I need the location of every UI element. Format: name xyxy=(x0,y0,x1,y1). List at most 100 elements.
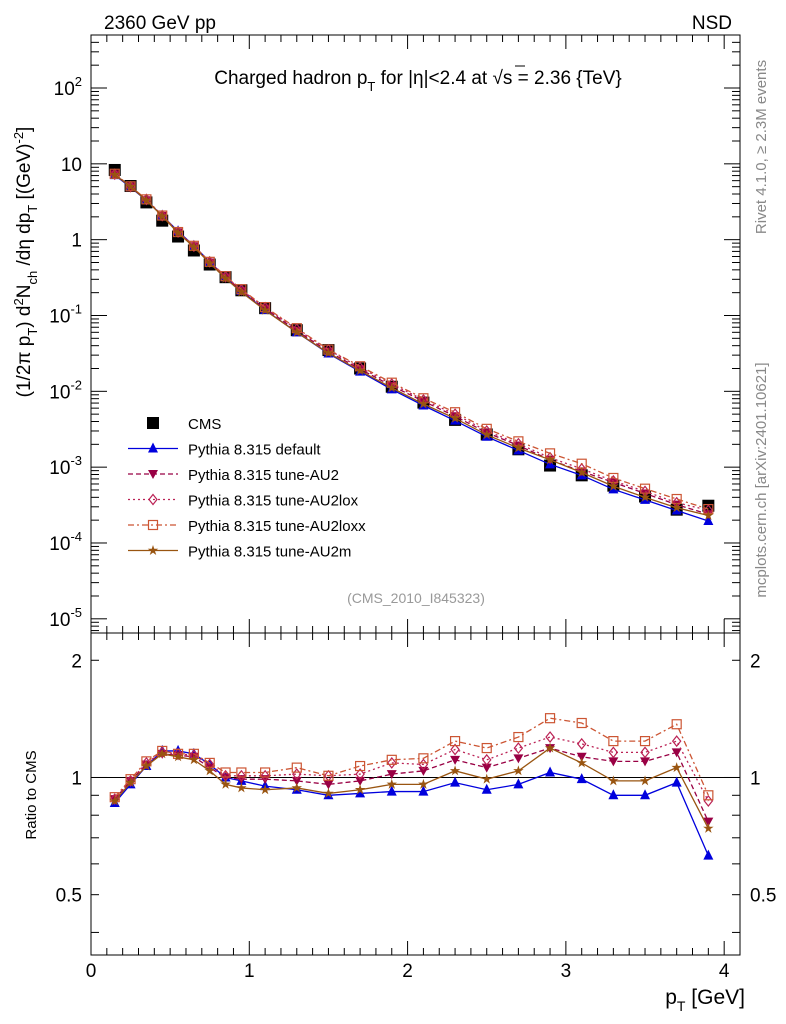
main-point-au2m xyxy=(236,286,247,297)
ratio-point-au2loxx xyxy=(449,736,461,747)
ratio-point-au2 xyxy=(481,763,492,773)
y-tick-label: 1 xyxy=(71,231,82,252)
ratio-point-default xyxy=(386,785,397,796)
main-line-au2loxx xyxy=(114,173,709,510)
main-panel: 102 10 1 10-1 10-2 10-3 10-4 10-5 Charged hadro… xyxy=(11,34,741,634)
legend-marker xyxy=(147,519,159,531)
ratio-point-au2lox xyxy=(236,769,247,782)
ratio-point-au2m xyxy=(449,765,461,776)
ratio-point-au2loxx xyxy=(386,754,397,765)
ratio-point-au2m xyxy=(323,787,334,798)
main-point-au2m xyxy=(576,467,587,477)
ratio-point-au2m xyxy=(236,782,247,793)
main-point-au2m xyxy=(544,454,556,465)
ratio-point-default xyxy=(450,776,461,787)
ratio-point-au2lox xyxy=(671,735,682,748)
main-point-au2m xyxy=(481,429,492,440)
x-tick-label: 0 xyxy=(86,961,97,982)
ratio-point-default xyxy=(640,789,651,800)
side-label-bottom: mcplots.cern.ch [arXiv:2401.10621] xyxy=(753,362,770,597)
main-point-au2lox xyxy=(236,283,247,296)
ratio-point-au2loxx xyxy=(260,767,271,778)
main-point-au2loxx xyxy=(220,271,231,282)
main-point-au2m xyxy=(449,412,461,423)
ratio-point-au2m xyxy=(608,775,619,786)
ratio-point-default xyxy=(703,849,714,860)
ratio-point-default xyxy=(513,778,524,789)
ratio-point-default xyxy=(355,787,366,798)
header-right: NSD xyxy=(692,13,732,34)
ratio-point-au2loxx xyxy=(703,790,714,801)
ratio-point-au2m xyxy=(259,784,271,795)
ratio-point-au2m xyxy=(703,822,714,833)
ratio-point-au2 xyxy=(640,757,651,767)
legend-label: CMS xyxy=(188,416,221,433)
y-tick-label: 10-2 xyxy=(49,377,82,403)
main-point-au2m xyxy=(204,257,215,268)
ratio-panel: 2 2 1 1 0.5 0.5 0 1 2 3 4 Ratio to CMS pT [GeV] xyxy=(23,632,777,1014)
ratio-point-au2m xyxy=(354,784,366,795)
ratio-y-tick-label-right: 1 xyxy=(750,768,761,789)
main-point-au2m xyxy=(172,227,184,238)
ratio-y-tick-label: 2 xyxy=(71,651,82,672)
ratio-point-au2m xyxy=(639,775,651,786)
main-axis-ticks xyxy=(90,34,741,633)
ratio-point-au2loxx xyxy=(323,770,334,781)
ratio-point-au2lox xyxy=(545,731,555,744)
main-series-au2loxx xyxy=(109,168,714,515)
ratio-point-au2 xyxy=(355,776,366,786)
main-series-cms xyxy=(108,163,715,516)
ratio-y-tick-label-right: 2 xyxy=(750,651,761,672)
ratio-point-au2m xyxy=(386,778,397,789)
ratio-point-au2lox xyxy=(608,746,619,759)
ratio-point-au2loxx xyxy=(220,767,231,778)
legend-marker xyxy=(147,545,159,555)
x-tick-labels: 0 1 2 3 4 xyxy=(86,961,730,982)
legend-label: Pythia 8.315 tune-AU2lox xyxy=(188,493,359,510)
main-point-au2m xyxy=(220,272,231,283)
y-tick-label: 10-4 xyxy=(49,529,82,555)
ratio-point-au2 xyxy=(323,780,334,790)
ratio-plot-frame xyxy=(90,632,741,956)
main-point-au2m xyxy=(291,326,303,337)
main-point-au2m xyxy=(671,502,682,513)
ratio-line-au2 xyxy=(114,747,709,822)
legend-label: Pythia 8.315 default xyxy=(188,442,321,459)
legend-marker xyxy=(147,417,159,429)
legend-marker xyxy=(148,470,158,479)
main-point-au2m xyxy=(323,347,334,358)
y-tick-label: 10-1 xyxy=(49,301,82,327)
legend-item-au2: Pythia 8.315 tune-AU2 xyxy=(128,467,339,484)
ratio-point-au2m xyxy=(544,742,556,753)
ratio-point-au2m xyxy=(157,748,168,759)
ratio-point-au2m xyxy=(576,757,587,768)
ratio-point-default xyxy=(608,789,619,800)
ratio-point-au2 xyxy=(450,755,461,765)
ratio-point-au2loxx xyxy=(608,736,619,747)
ratio-axis-ticks xyxy=(90,633,741,955)
ratio-point-au2lox xyxy=(386,756,397,769)
main-line-au2m xyxy=(114,174,709,517)
ratio-y-tick-labels: 2 2 1 1 0.5 0.5 xyxy=(56,651,777,906)
ratio-point-au2loxx xyxy=(418,753,429,764)
legend-label: Pythia 8.315 tune-AU2m xyxy=(188,544,351,561)
main-point-au2lox xyxy=(109,168,120,181)
x-axis-label: pT [GeV] xyxy=(665,986,745,1014)
main-point-au2m xyxy=(703,510,714,520)
ratio-point-default xyxy=(545,766,556,777)
ratio-y-tick-label-right: 0.5 xyxy=(750,886,776,907)
legend-marker xyxy=(148,493,158,506)
ratio-point-au2lox xyxy=(576,737,587,750)
ratio-point-au2m xyxy=(418,778,429,789)
ratio-point-au2 xyxy=(418,766,429,776)
legend-item-au2lox: Pythia 8.315 tune-AU2lox xyxy=(128,493,359,510)
legend-item-au2m: Pythia 8.315 tune-AU2m xyxy=(128,544,351,561)
ratio-series-au2 xyxy=(109,744,714,827)
ratio-y-tick-label: 1 xyxy=(71,768,82,789)
legend-item-cms: CMS xyxy=(147,416,221,433)
legend-item-au2loxx: Pythia 8.315 tune-AU2loxx xyxy=(128,518,366,535)
legend-marker xyxy=(148,442,158,453)
ratio-point-au2m xyxy=(671,762,682,773)
main-point-au2m xyxy=(639,491,651,502)
